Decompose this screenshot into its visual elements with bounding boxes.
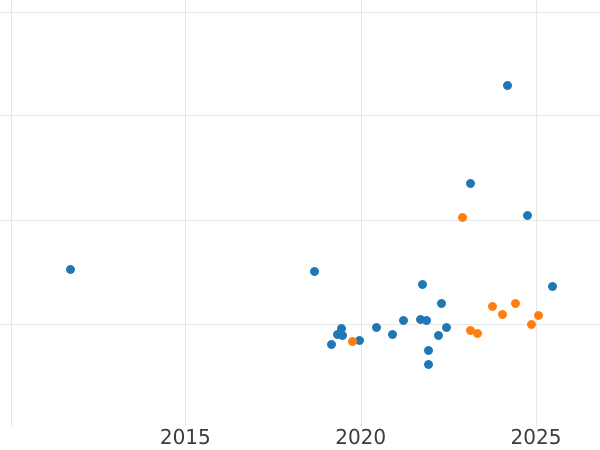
- data-point-series-orange: [511, 298, 521, 308]
- data-point-series-orange: [533, 311, 543, 321]
- data-point-series-blue: [437, 299, 446, 309]
- data-point-series-blue: [398, 316, 408, 325]
- data-point-series-blue: [442, 323, 452, 333]
- horizontal-gridline: [0, 115, 600, 116]
- data-point-series-blue: [65, 264, 75, 274]
- horizontal-gridline: [0, 219, 600, 221]
- data-point-series-orange: [466, 325, 476, 335]
- data-point-series-blue: [337, 323, 347, 333]
- data-point-series-blue: [337, 330, 347, 340]
- vertical-gridline: [185, 0, 187, 426]
- data-point-series-blue: [424, 359, 434, 369]
- data-point-series-blue: [388, 329, 398, 339]
- data-point-series-blue: [421, 316, 431, 325]
- data-point-series-orange: [472, 328, 482, 338]
- data-point-series-orange: [348, 337, 358, 347]
- data-point-series-orange: [497, 309, 507, 319]
- horizontal-gridline: [0, 323, 600, 325]
- vertical-gridline: [360, 0, 362, 426]
- data-point-series-blue: [503, 81, 512, 90]
- data-point-series-blue: [372, 323, 382, 332]
- data-point-series-blue: [424, 346, 434, 356]
- data-point-series-blue: [417, 279, 427, 289]
- x-tick-label: 2020: [335, 425, 387, 449]
- data-point-series-blue: [465, 178, 475, 188]
- data-point-series-blue: [326, 339, 336, 349]
- vertical-gridline: [11, 0, 12, 426]
- data-point-series-blue: [523, 210, 533, 220]
- data-point-series-blue: [355, 336, 365, 345]
- data-point-series-blue: [415, 315, 425, 324]
- data-point-series-orange: [458, 212, 468, 222]
- data-point-series-blue: [309, 266, 319, 276]
- data-point-series-blue: [547, 281, 557, 291]
- data-point-series-blue: [433, 330, 443, 340]
- x-tick-label: 2015: [159, 425, 211, 449]
- data-point-series-orange: [527, 319, 537, 329]
- data-point-series-orange: [488, 302, 498, 312]
- x-tick-label: 2025: [510, 425, 562, 449]
- horizontal-gridline: [0, 11, 600, 13]
- vertical-gridline: [536, 0, 537, 426]
